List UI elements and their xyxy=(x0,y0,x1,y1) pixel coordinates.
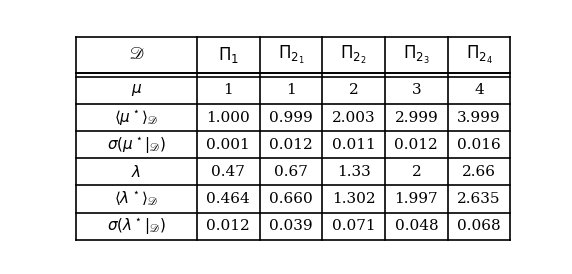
Text: 0.039: 0.039 xyxy=(269,219,313,233)
Text: 4: 4 xyxy=(474,84,484,98)
Text: 2.66: 2.66 xyxy=(462,165,496,179)
Text: $\Pi_{2_1}$: $\Pi_{2_1}$ xyxy=(277,44,304,66)
Text: 0.999: 0.999 xyxy=(269,111,313,125)
Text: 0.464: 0.464 xyxy=(206,192,250,206)
Text: 1.000: 1.000 xyxy=(206,111,250,125)
Text: 0.012: 0.012 xyxy=(395,138,438,152)
Text: $\lambda$: $\lambda$ xyxy=(132,164,141,180)
Text: 1: 1 xyxy=(286,84,296,98)
Text: 2: 2 xyxy=(349,84,359,98)
Text: 1.997: 1.997 xyxy=(395,192,438,206)
Text: 0.016: 0.016 xyxy=(457,138,501,152)
Text: 2.635: 2.635 xyxy=(457,192,500,206)
Text: 0.47: 0.47 xyxy=(212,165,245,179)
Text: 0.012: 0.012 xyxy=(269,138,313,152)
Text: $\langle\mu^\star\rangle_{\mathscr{D}}$: $\langle\mu^\star\rangle_{\mathscr{D}}$ xyxy=(114,108,158,127)
Text: $\sigma(\lambda^\star|_{\mathscr{D}})$: $\sigma(\lambda^\star|_{\mathscr{D}})$ xyxy=(107,216,166,236)
Text: $\langle\lambda^\star\rangle_{\mathscr{D}}$: $\langle\lambda^\star\rangle_{\mathscr{D… xyxy=(114,190,158,208)
Text: 0.001: 0.001 xyxy=(206,138,250,152)
Text: 2.999: 2.999 xyxy=(395,111,438,125)
Text: 0.071: 0.071 xyxy=(332,219,375,233)
Text: $\Pi_1$: $\Pi_1$ xyxy=(218,45,239,65)
Text: 0.048: 0.048 xyxy=(395,219,438,233)
Text: 0.011: 0.011 xyxy=(332,138,376,152)
Text: 0.67: 0.67 xyxy=(274,165,308,179)
Text: $\Pi_{2_4}$: $\Pi_{2_4}$ xyxy=(466,44,492,66)
Text: 2: 2 xyxy=(411,165,421,179)
Text: 0.012: 0.012 xyxy=(206,219,250,233)
Text: 2.003: 2.003 xyxy=(332,111,375,125)
Text: $\Pi_{2_3}$: $\Pi_{2_3}$ xyxy=(403,44,430,66)
Text: $\mathscr{D}$: $\mathscr{D}$ xyxy=(129,46,144,63)
Text: 1.33: 1.33 xyxy=(337,165,371,179)
Text: 3.999: 3.999 xyxy=(457,111,501,125)
Text: 0.068: 0.068 xyxy=(457,219,501,233)
Text: $\Pi_{2_2}$: $\Pi_{2_2}$ xyxy=(340,44,367,66)
Text: $\mu$: $\mu$ xyxy=(131,82,142,98)
Text: 1: 1 xyxy=(224,84,233,98)
Text: 1.302: 1.302 xyxy=(332,192,375,206)
Text: 3: 3 xyxy=(411,84,421,98)
Text: 0.660: 0.660 xyxy=(269,192,313,206)
Text: $\sigma(\mu^\star|_{\mathscr{D}})$: $\sigma(\mu^\star|_{\mathscr{D}})$ xyxy=(107,135,166,155)
